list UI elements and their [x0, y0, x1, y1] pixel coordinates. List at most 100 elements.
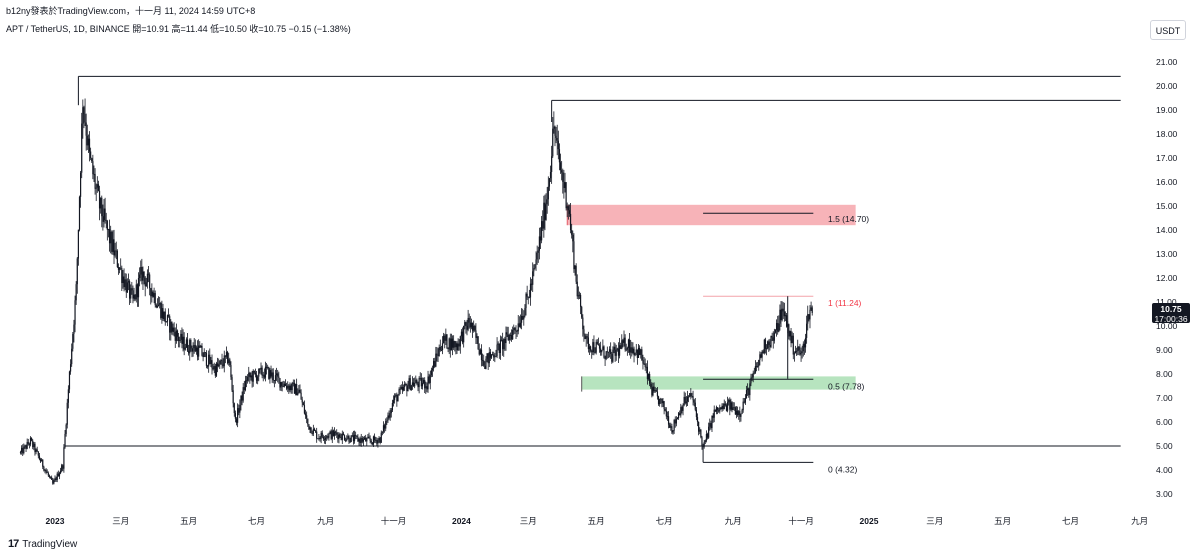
candle-body [804, 337, 807, 348]
candle-body [597, 344, 600, 346]
candle-body [430, 370, 432, 376]
candle [288, 384, 290, 394]
candle [214, 363, 216, 378]
candle-body [797, 346, 799, 351]
candle [394, 393, 396, 404]
candle-body [164, 311, 166, 323]
candle [741, 408, 743, 415]
candle-body [62, 465, 64, 469]
candle-body [625, 349, 627, 351]
candle [208, 350, 210, 373]
candle-body [642, 359, 644, 364]
candle-body [557, 140, 559, 150]
candle-body [284, 383, 287, 386]
candle-body [637, 347, 640, 358]
candle-body [118, 267, 121, 270]
price-axis[interactable]: 3.00 4.00 5.00 6.00 7.00 8.00 9.00 10.00 11.00 12… [1156, 57, 1178, 499]
currency-button[interactable]: USDT [1150, 20, 1186, 40]
candle-body [362, 439, 365, 442]
candle-body [487, 353, 489, 364]
candle-body [553, 126, 555, 129]
candle [770, 335, 772, 349]
x-tick-label: 七月 [656, 516, 673, 526]
candle-body [739, 411, 741, 417]
y-tick-label: 12.00 [1156, 273, 1178, 283]
candle [445, 328, 447, 346]
candle [312, 424, 314, 437]
x-tick-label: 三月 [520, 516, 537, 526]
candle [371, 442, 373, 446]
candle [430, 367, 432, 378]
zones-layer [567, 204, 856, 390]
candle [552, 116, 554, 158]
candle [149, 272, 151, 296]
candle [32, 439, 34, 450]
candle-body [439, 346, 441, 350]
candle [623, 330, 625, 347]
candle-body [239, 404, 241, 413]
candle [669, 422, 671, 428]
candle-body [328, 433, 330, 438]
candle [73, 319, 75, 343]
candle-body [108, 229, 111, 244]
candle [61, 463, 63, 473]
candle [22, 444, 24, 457]
candle [42, 459, 44, 470]
candle [779, 304, 781, 331]
candle-body [669, 424, 671, 428]
tradingview-logo[interactable]: 17 TradingView [8, 538, 77, 550]
candle [572, 230, 574, 253]
candle [190, 338, 192, 352]
candle [273, 379, 275, 388]
candle [363, 435, 366, 440]
candle [133, 287, 135, 302]
candle [113, 229, 115, 265]
candle-body [480, 349, 483, 361]
candle-body [55, 478, 57, 480]
candle-body [634, 352, 636, 356]
candle [612, 346, 614, 363]
candle [248, 366, 250, 382]
candle [542, 210, 544, 231]
candle-body [310, 427, 312, 434]
candle [539, 227, 542, 249]
candle-body [509, 334, 512, 336]
candle-body [689, 393, 691, 397]
candle-body [271, 372, 273, 377]
candle [706, 432, 709, 440]
candle-body [693, 400, 695, 403]
candle-body [411, 382, 414, 386]
candle [436, 347, 438, 362]
candle-body [420, 377, 422, 387]
candle-body [684, 396, 686, 404]
candle-body [526, 293, 528, 297]
candle [178, 332, 180, 348]
candle-body [253, 370, 255, 373]
candle [642, 354, 644, 370]
candle-body [151, 291, 153, 297]
candle-body [59, 470, 62, 474]
candle-body [97, 184, 100, 191]
candle-body [182, 336, 184, 344]
candle [799, 343, 801, 356]
candle [167, 308, 170, 318]
candle-body [223, 355, 225, 367]
candle-body [144, 277, 146, 287]
candle-body [140, 267, 142, 275]
candle-body [38, 455, 41, 460]
candle [732, 402, 734, 411]
time-axis[interactable]: 2023 三月 五月 七月 九月 十一月 2024 三月 五月 七月 九月 十一月 2025 三月 五月 七月… [46, 516, 1149, 526]
candle [69, 359, 72, 375]
candle [185, 337, 187, 348]
last-price-tag: 10.75 17:00:36 [1152, 303, 1190, 324]
candle [146, 269, 149, 289]
candle-body [389, 413, 391, 418]
candle [231, 374, 233, 393]
candle [613, 342, 615, 354]
candle [506, 326, 508, 338]
candle [179, 336, 181, 348]
candle [517, 315, 519, 335]
candle-body [61, 465, 63, 471]
candle [740, 413, 742, 422]
